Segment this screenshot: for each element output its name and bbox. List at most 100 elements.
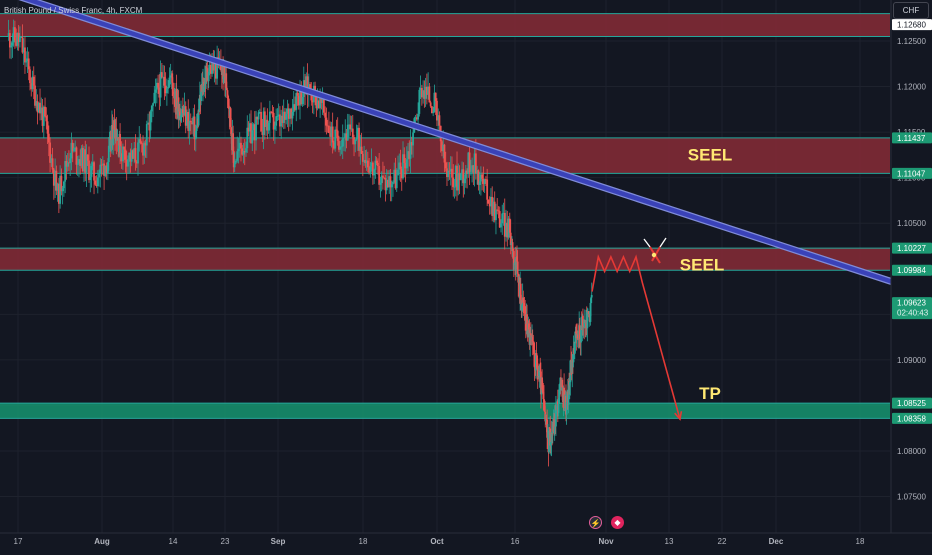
candle-body <box>165 88 168 94</box>
candle-body <box>61 188 64 192</box>
candle-body <box>76 163 79 165</box>
candle-body <box>232 150 235 168</box>
time-tick-label: 18 <box>856 537 865 546</box>
candle-body <box>361 153 364 162</box>
currency-badge[interactable]: CHF <box>893 2 929 19</box>
candle-body <box>89 176 92 181</box>
candle-body <box>14 27 16 41</box>
candle-body <box>216 57 219 79</box>
candle-body <box>574 331 577 344</box>
candle-body <box>503 213 506 237</box>
candle-body <box>589 302 592 322</box>
candle-body <box>95 184 98 186</box>
candle-body <box>257 112 260 120</box>
candle-body <box>376 162 379 167</box>
candle-body <box>350 128 353 130</box>
candle-body <box>212 62 215 71</box>
annotation-label: TP <box>699 384 721 403</box>
candle-body <box>130 150 133 162</box>
time-tick-label: Dec <box>769 537 784 546</box>
candle-body <box>292 104 295 112</box>
candle-body <box>305 76 308 94</box>
candle-body <box>132 150 134 159</box>
candle-body <box>186 111 188 126</box>
candle-body <box>330 126 333 137</box>
price-tick-label: 1.12000 <box>897 83 926 92</box>
candle-body <box>279 114 281 127</box>
candle-body <box>536 355 538 368</box>
candle-body <box>587 311 590 316</box>
candle-body <box>194 130 197 140</box>
candle-body <box>314 85 316 92</box>
candle-body <box>557 404 560 413</box>
lightning-icon[interactable]: ⚡ <box>589 516 602 529</box>
candle-body <box>271 111 274 113</box>
candle-body <box>177 97 180 119</box>
candle-body <box>34 85 36 106</box>
candle-body <box>359 146 362 151</box>
candle-body <box>474 153 477 174</box>
projection-layer <box>591 237 683 421</box>
candle-body <box>140 143 143 145</box>
candle-body <box>85 154 88 173</box>
candle-body <box>502 213 505 214</box>
candle-body <box>15 40 18 46</box>
event-flag-icon[interactable]: ◆ <box>611 516 624 529</box>
candle-body <box>236 151 239 161</box>
candle-body <box>173 93 176 99</box>
candle-body <box>333 142 335 149</box>
candle-body <box>147 122 149 125</box>
candle-body <box>523 302 525 312</box>
candle-body <box>371 162 374 176</box>
candle-body <box>577 334 579 339</box>
candle-body <box>351 128 354 138</box>
candle-body <box>110 139 113 149</box>
candle-body <box>452 177 455 188</box>
candle-body <box>157 82 159 88</box>
candle-body <box>213 62 216 71</box>
candle-body <box>336 130 339 141</box>
candle-body <box>510 243 513 246</box>
candle-body <box>225 73 228 88</box>
candle-body <box>408 151 411 159</box>
candle-body <box>448 170 451 172</box>
candle-body <box>68 162 70 164</box>
candle-body <box>434 92 437 101</box>
candle-body <box>516 261 519 274</box>
annotation-label: SEEL <box>680 256 724 275</box>
candle-body <box>446 168 448 178</box>
candle-body <box>100 164 103 166</box>
candle-body <box>91 162 94 166</box>
candle-body <box>331 126 334 143</box>
candle-body <box>568 382 571 386</box>
candle-body <box>394 169 397 189</box>
candle-body <box>427 86 430 95</box>
candle-body <box>355 137 358 140</box>
candle-body <box>369 166 372 173</box>
candle-body <box>8 33 11 48</box>
candle-body <box>206 68 209 77</box>
price-axis: 1.125001.120001.115001.110001.105001.100… <box>890 0 932 550</box>
candle-body <box>555 410 557 427</box>
price-label-box <box>892 132 932 144</box>
candle-body <box>404 162 407 169</box>
candle-body <box>531 337 534 342</box>
candle-body <box>117 145 120 152</box>
candle-body <box>412 132 414 146</box>
candle-body <box>46 121 49 134</box>
candle-body <box>255 116 257 141</box>
candle-body <box>284 111 286 120</box>
candle-body <box>159 72 162 98</box>
candle-body <box>542 391 545 400</box>
candle-body <box>519 283 522 300</box>
candle-body <box>324 112 327 118</box>
candle-body <box>534 352 537 371</box>
price-label-value: 1.11047 <box>897 169 926 178</box>
candle-body <box>478 181 481 185</box>
candle-body <box>16 32 19 46</box>
candle-body <box>21 36 24 53</box>
candle-body <box>265 119 268 127</box>
candle-body <box>379 182 382 185</box>
